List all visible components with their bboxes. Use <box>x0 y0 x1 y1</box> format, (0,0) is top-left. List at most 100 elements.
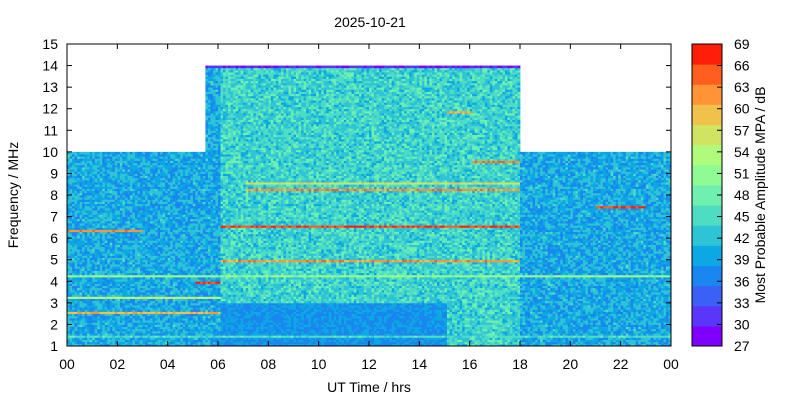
spectrogram-cell <box>177 300 181 304</box>
spectrogram-cell <box>180 305 184 308</box>
spectrogram-cell <box>139 298 143 302</box>
spectrogram-cell <box>77 322 80 325</box>
spectrogram-cell <box>150 294 153 297</box>
spectrogram-cell <box>152 285 156 289</box>
spectrogram-cell <box>117 289 121 293</box>
spectrogram-cell <box>195 335 199 338</box>
spectrogram-cell <box>160 330 164 334</box>
spectrogram-cell <box>67 302 70 306</box>
spectrogram-cell <box>190 330 194 334</box>
spectrogram-cell <box>67 294 70 297</box>
spectrogram-cell <box>152 320 156 323</box>
spectrogram-cell <box>89 326 93 330</box>
spectrogram-cell <box>160 313 164 317</box>
spectrogram-cell <box>165 343 169 347</box>
spectrogram-cell <box>114 335 118 338</box>
spectrogram-cell <box>152 343 156 347</box>
spectrogram-cell <box>87 317 91 321</box>
spectrogram-cell <box>155 305 158 308</box>
spectrogram-cell <box>107 305 111 308</box>
spectrogram-cell <box>99 311 103 315</box>
spectrogram-cell <box>182 339 186 343</box>
spectrogram-cell <box>172 339 176 343</box>
spectrogram-cell <box>67 289 70 293</box>
spectrogram-cell <box>160 287 164 291</box>
spectrogram-cell <box>192 322 196 325</box>
spectrogram-cell <box>77 283 80 286</box>
spectrogram-cell <box>87 335 91 338</box>
spectrogram-cell <box>82 305 86 308</box>
spectrogram-cell <box>195 302 199 306</box>
spectrogram-cell <box>160 322 164 325</box>
spectrogram-cell <box>142 294 146 297</box>
spectrogram-cell <box>132 320 136 323</box>
spectrogram-cell <box>94 320 98 323</box>
spectrogram-cell <box>94 283 98 286</box>
spectrogram-cell <box>117 285 121 289</box>
spectrogram-cell <box>172 309 176 312</box>
spectrogram-cell <box>152 322 156 325</box>
spectrogram-cell <box>145 339 148 343</box>
spectrogram-cell <box>167 337 171 340</box>
spectrogram-cell <box>82 324 86 327</box>
spectrogram-cell <box>122 307 126 310</box>
spectrogram-cell <box>107 337 111 340</box>
spectrogram-cell <box>134 305 138 308</box>
spectrogram-cell <box>92 283 96 286</box>
spectrogram-cell <box>152 307 156 310</box>
spectrogram-cell <box>74 317 78 321</box>
spectrogram-cell <box>82 317 86 321</box>
spectrogram-cell <box>74 283 78 286</box>
spectrogram-cell <box>99 292 103 295</box>
spectrogram-cell <box>102 287 106 291</box>
spectrogram-cell <box>117 298 121 302</box>
spectrogram-cell <box>190 320 194 323</box>
spectrogram-cell <box>172 292 176 295</box>
spectrogram-cell <box>107 283 111 286</box>
spectrogram-cell <box>167 311 171 315</box>
spectrogram-cell <box>202 285 206 289</box>
spectrogram-cell <box>99 324 103 327</box>
spectrogram-cell <box>104 285 108 289</box>
spectrogram-cell <box>134 328 138 332</box>
spectrogram-cell <box>109 330 113 334</box>
spectrogram-cell <box>170 322 174 325</box>
spectrogram-cell <box>122 333 126 336</box>
spectrogram-cell <box>150 300 153 304</box>
spectrogram-cell <box>117 294 121 297</box>
spectrogram-cell <box>74 328 78 332</box>
spectrogram-cell <box>74 339 78 343</box>
spectrogram-cell <box>92 328 96 332</box>
spectrogram-cell <box>170 292 174 295</box>
spectrogram-cell <box>132 337 136 340</box>
spectrogram-cell <box>152 313 156 317</box>
spectrogram-cell <box>157 320 161 323</box>
spectrogram-cell <box>202 324 206 327</box>
spectrogram-cell <box>134 335 138 338</box>
spectrogram-cell <box>182 311 186 315</box>
spectrogram-cell <box>137 292 141 295</box>
spectrogram-cell <box>102 283 106 286</box>
spectrogram-cell <box>145 337 148 340</box>
spectrogram-cell <box>69 305 73 308</box>
spectrogram-cell <box>119 298 123 302</box>
spectrogram-cell <box>197 289 201 293</box>
spectrogram-cell <box>69 324 73 327</box>
spectrogram-cell <box>139 326 143 330</box>
spectrogram-cell <box>114 320 118 323</box>
spectrogram-cell <box>109 335 113 338</box>
spectrogram-cell <box>82 302 86 306</box>
spectrogram-cell <box>185 324 189 327</box>
spectrogram-cell <box>157 289 161 293</box>
spectrogram-cell <box>94 335 98 338</box>
spectrogram-cell <box>122 300 126 304</box>
spectrogram-cell <box>165 337 169 340</box>
spectrogram-cell <box>67 311 70 315</box>
spectrogram-cell <box>84 320 88 323</box>
spectrogram-cell <box>167 322 171 325</box>
spectrogram-cell <box>142 311 146 315</box>
spectrogram-cell <box>155 309 158 312</box>
spectrogram-cell <box>172 300 176 304</box>
spectrogram-cell <box>139 341 143 345</box>
spectrogram-cell <box>72 292 75 295</box>
